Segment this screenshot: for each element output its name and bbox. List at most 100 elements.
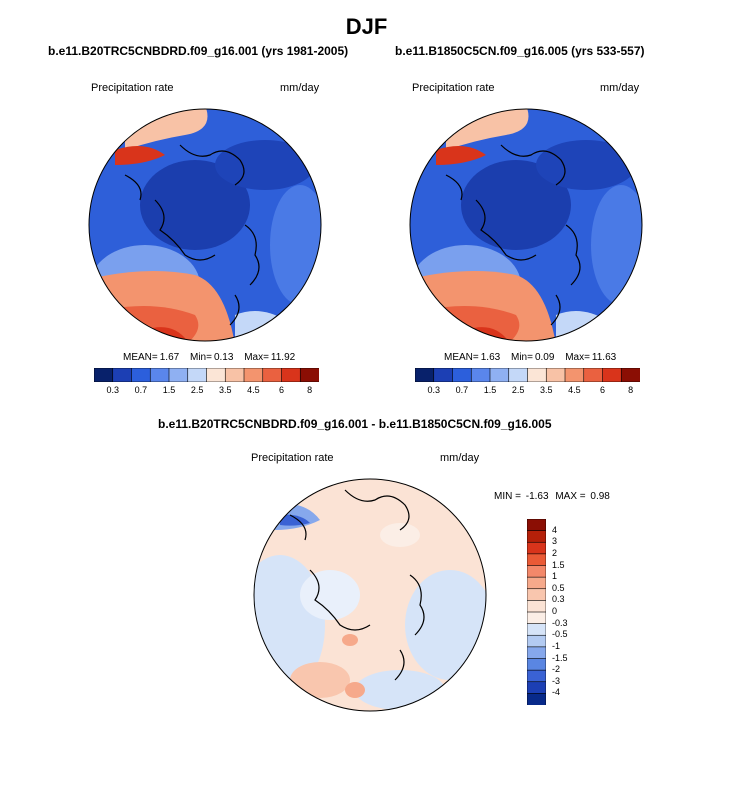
left-colorbar-swatch [149,368,170,382]
diff-colorbar-swatch [527,519,546,532]
diff-colorbar-tick-label: 4 [552,524,558,535]
right-colorbar-swatch [527,368,547,382]
right-colorbar-tick-label: 0.3 [427,385,441,395]
left-colorbar-swatch [262,368,283,382]
right-colorbar-swatch [564,368,585,382]
right-colorbar-swatch [508,368,529,382]
left-max-value: 11.92 [270,352,296,363]
diff-colorbar-swatch [527,588,546,601]
diff-colorbar-swatch [527,693,546,705]
right-colorbar-swatch [415,368,435,382]
left-colorbar-tick-label: 2.5 [190,385,204,395]
right-colorbar-tick-label: 3.5 [539,385,553,395]
left-colorbar-swatch [243,368,264,382]
diff-colorbar-swatch [527,623,546,636]
diff-colorbar-swatch [527,600,546,613]
right-colorbar-swatch [620,368,640,382]
left-colorbar-swatch [281,368,301,382]
left-colorbar-tick-label: 0.3 [106,385,120,395]
right-mean-label: MEAN= [444,352,479,363]
diff-colorbar-tick-label: -0.5 [552,629,568,640]
left-variable-label: Precipitation rate [91,82,174,94]
diff-colorbar-swatch [527,576,546,590]
left-colorbar-swatch [206,368,226,382]
right-colorbar-tick-label: 2.5 [511,385,525,395]
left-units-label: mm/day [280,82,320,94]
diff-colorbar-swatch [527,646,546,660]
right-colorbar-swatch [489,368,510,382]
left-colorbar [94,368,319,382]
diff-colorbar-tick-label: 0 [552,606,558,616]
left-min-value: 0.13 [213,352,234,363]
right-colorbar-swatch [602,368,622,382]
left-colorbar-ticks: 0.3 0.7 1.5 2.5 3.5 4.5 6 8 [94,385,319,397]
right-colorbar-tick-label: 6 [599,385,606,395]
diff-colorbar-swatch [527,565,546,578]
right-colorbar-swatch [452,368,472,382]
left-coastline [124,144,260,326]
diff-coastline [289,489,425,681]
diff-colorbar-tick-label: -1 [552,640,561,651]
left-colorbar-swatch [168,368,189,382]
right-mean-value: 1.63 [480,352,501,363]
left-colorbar-tick-label: 8 [307,385,313,395]
diff-colorbar-swatch [527,530,546,543]
diff-colorbar-swatch [527,553,546,567]
diff-colorbar-tick-label: -1.5 [552,652,568,663]
diff-colorbar-tick-label: -4 [552,687,561,698]
left-colorbar-tick-label: 1.5 [162,385,176,395]
left-colorbar-swatch [131,368,151,382]
diff-min-value: -1.63 [525,491,549,502]
diff-colorbar-tick-label: -3 [552,675,561,686]
diff-stats: MIN = -1.63 MAX = 0.98 [494,491,612,502]
left-mean-value: 1.67 [159,352,180,363]
left-colorbar-tick-label: 3.5 [218,385,232,395]
diff-colorbar-swatch [527,669,546,683]
right-max-value: 11.63 [591,352,617,363]
right-coastline [445,144,581,326]
right-colorbar-swatch [433,368,454,382]
right-max-label: Max= [565,352,590,363]
diff-colorbar-swatch [527,634,546,648]
right-colorbar-ticks: 0.3 0.7 1.5 2.5 3.5 4.5 6 8 [415,385,640,397]
right-panel-subtitle: b.e11.B1850C5CN.f09_g16.005 (yrs 533-557… [395,44,645,58]
right-min-label: Min= [510,352,533,363]
diff-colorbar-tick-label: 0.5 [552,582,565,593]
figure-title: DJF [345,14,388,39]
right-min-value: 0.09 [534,352,555,363]
right-colorbar-tick-label: 8 [628,385,634,395]
diff-units-label: mm/day [440,452,480,464]
left-polar-map [88,108,322,342]
right-stats: MEAN= 1.63 Min= 0.09 Max= 11.63 [444,352,618,363]
diff-colorbar-swatch [527,611,546,625]
diff-variable-label: Precipitation rate [251,452,334,464]
left-min-label: Min= [189,352,212,363]
diff-colorbar-swatch [527,541,546,555]
diff-colorbar [527,519,546,705]
left-stats: MEAN= 1.67 Min= 0.13 Max= 11.92 [123,352,297,363]
right-polar-map [409,108,643,342]
diff-colorbar-tick-label: 2 [552,547,558,558]
diff-colorbar-tick-label: -0.3 [552,617,568,628]
left-colorbar-tick-label: 4.5 [247,385,260,395]
left-colorbar-swatch [224,368,245,382]
right-colorbar [415,368,640,382]
diff-colorbar-tick-label: 0.3 [552,594,565,605]
diff-colorbar-tick-label: 1 [552,571,558,582]
left-colorbar-swatch [299,368,319,382]
diff-panel-subtitle: b.e11.B20TRC5CNBDRD.f09_g16.001 - b.e11.… [158,417,552,431]
right-colorbar-swatch [470,368,491,382]
diff-min-label: MIN = [494,491,521,502]
left-max-label: Max= [244,352,269,363]
left-colorbar-swatch [94,368,114,382]
right-colorbar-tick-label: 4.5 [568,385,581,395]
diff-max-label: MAX = [555,491,586,502]
left-colorbar-tick-label: 0.7 [134,385,148,395]
right-units-label: mm/day [600,82,640,94]
right-colorbar-tick-label: 0.7 [455,385,469,395]
left-panel-subtitle: b.e11.B20TRC5CNBDRD.f09_g16.001 (yrs 198… [48,44,349,58]
diff-colorbar-swatch [527,681,546,694]
right-variable-label: Precipitation rate [412,82,495,94]
diff-polar-map [253,478,487,712]
left-colorbar-swatch [187,368,208,382]
